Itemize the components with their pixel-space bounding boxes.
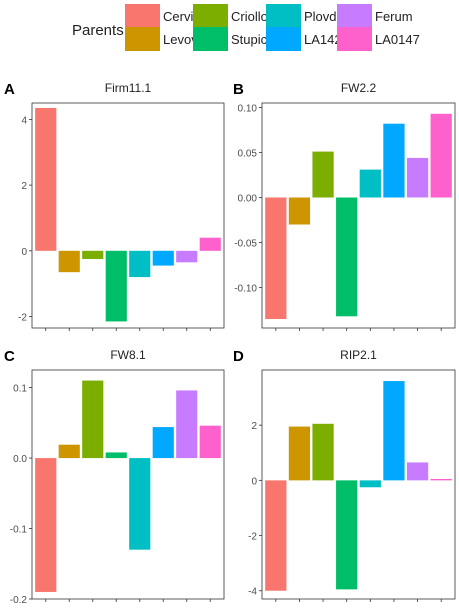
bar-levovil — [288, 426, 311, 481]
legend-swatch — [193, 4, 228, 28]
y-tick-label: 0.0 — [13, 454, 27, 465]
bar-ferum — [176, 250, 198, 263]
y-tick-label: -4 — [248, 587, 257, 598]
plot-frame — [31, 369, 225, 600]
panel-title: FW2.2 — [341, 81, 377, 95]
y-tick-label: -2 — [18, 313, 27, 324]
bar-ferum — [176, 390, 198, 459]
legend-item-cervil: Cervil — [125, 4, 196, 28]
panel-letter: A — [4, 81, 15, 98]
y-tick-label: 0.00 — [238, 194, 258, 205]
bar-criollo — [312, 423, 334, 481]
bar-la1420 — [383, 123, 405, 198]
panel-letter: D — [233, 348, 244, 365]
y-tick-label: -0.10 — [234, 284, 257, 295]
bar-la1420 — [152, 427, 174, 459]
panel-title: RIP2.1 — [340, 348, 377, 362]
y-tick-label: 0.05 — [238, 149, 258, 160]
legend-items: CervilLevovilCriolloStupickePlovdivLA142… — [125, 4, 420, 51]
bar-cervil — [265, 197, 287, 319]
legend-swatch — [125, 4, 160, 28]
plot-frame — [261, 369, 456, 600]
legend-label: LA0147 — [375, 32, 420, 47]
panel-c: C FW8.1 -0.2 -0.1 0.0 0.1 — [4, 348, 225, 606]
bar-stupicke — [336, 480, 358, 590]
bar-plovdiv — [359, 480, 381, 488]
y-tick-label: 0 — [251, 476, 257, 487]
bar-stupicke — [336, 197, 358, 317]
y-tick-label: 0 — [21, 247, 27, 258]
panel-d: D RIP2.1 -4 -2 0 2 — [233, 348, 456, 602]
bar-levovil — [58, 250, 80, 273]
legend-item-la0147: LA0147 — [337, 27, 420, 51]
legend-swatch — [193, 27, 228, 51]
legend-swatch — [337, 4, 372, 28]
legend-label: Criollo — [231, 9, 268, 24]
bar-ferum — [406, 462, 429, 481]
plot-frame — [261, 102, 456, 329]
y-tick-label: 2 — [21, 181, 27, 192]
panel-title: FW8.1 — [110, 348, 146, 362]
bar-plovdiv — [129, 250, 151, 278]
bar-cervil — [265, 480, 287, 591]
legend-label: Cervil — [163, 9, 196, 24]
legend-label: Ferum — [375, 9, 413, 24]
legend-title: Parents — [72, 22, 124, 39]
y-tick-label: 0.1 — [13, 384, 27, 395]
plot-frame — [31, 102, 225, 329]
y-tick-label: -0.2 — [10, 595, 28, 606]
legend-swatch — [266, 27, 301, 51]
bar-la0147 — [430, 478, 452, 481]
legend-swatch — [266, 4, 301, 28]
bar-criollo — [82, 250, 104, 260]
y-tick-label: 0.10 — [238, 104, 258, 115]
y-tick-label: 4 — [21, 115, 27, 126]
bar-cervil — [35, 458, 57, 592]
bar-plovdiv — [359, 169, 381, 198]
y-tick-label: -2 — [248, 532, 257, 543]
bar-la1420 — [383, 381, 405, 481]
y-tick-label: 2 — [251, 421, 257, 432]
y-tick-label: -0.1 — [10, 525, 28, 536]
bar-la1420 — [152, 250, 174, 266]
legend-item-ferum: Ferum — [337, 4, 413, 28]
bar-stupicke — [105, 452, 127, 459]
bar-criollo — [82, 380, 104, 459]
bar-ferum — [406, 157, 429, 198]
panel-letter: B — [233, 81, 244, 98]
bar-la0147 — [199, 425, 221, 459]
bar-stupicke — [105, 250, 127, 322]
panel-letter: C — [4, 348, 15, 365]
panel-title: Firm11.1 — [105, 81, 152, 95]
legend-label: Plovdiv — [304, 9, 346, 24]
bar-criollo — [312, 151, 334, 198]
legend-swatch — [337, 27, 372, 51]
bar-la0147 — [430, 113, 452, 198]
legend-swatch — [125, 27, 160, 51]
bar-levovil — [288, 197, 311, 225]
bar-plovdiv — [129, 458, 151, 550]
y-tick-label: -0.05 — [234, 239, 257, 250]
bar-cervil — [35, 107, 57, 251]
legend: Parents CervilLevovilCriolloStupickePlov… — [72, 4, 420, 51]
legend-item-plovdiv: Plovdiv — [266, 4, 346, 28]
bar-la0147 — [199, 237, 221, 251]
panel-a: A Firm11.1 -2 0 2 4 — [4, 81, 225, 331]
panel-b: B FW2.2 -0.10 -0.05 0.00 0.05 0.10 — [233, 81, 456, 331]
bar-levovil — [58, 444, 80, 459]
legend-item-criollo: Criollo — [193, 4, 268, 28]
